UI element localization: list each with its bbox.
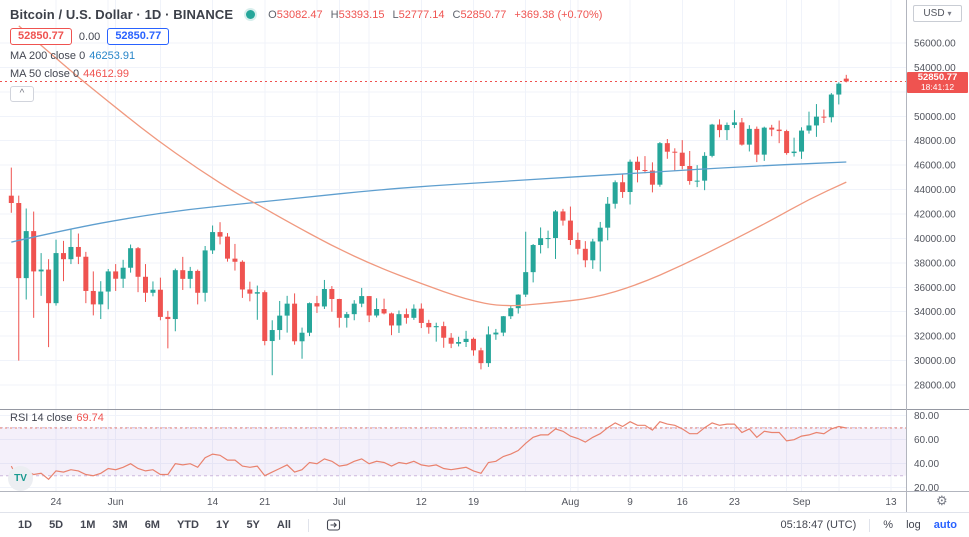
svg-text:60.00: 60.00 [914,435,939,446]
svg-text:40.00: 40.00 [914,459,939,470]
svg-text:30000.00: 30000.00 [914,356,956,367]
svg-text:14: 14 [207,497,219,508]
svg-text:46000.00: 46000.00 [914,161,956,172]
auto-scale-button[interactable]: auto [933,519,957,531]
svg-text:9: 9 [627,497,633,508]
svg-text:Sep: Sep [793,497,811,508]
current-price-label: 52850.77 18:41:12 [907,72,968,93]
log-scale-button[interactable]: log [906,519,921,531]
range-button-5d[interactable]: 5D [49,519,64,531]
axis-settings-button[interactable]: ⚙ [936,493,948,509]
svg-text:16: 16 [677,497,689,508]
svg-text:13: 13 [885,497,897,508]
svg-text:19: 19 [468,497,480,508]
high-value: 53393.15 [338,8,385,21]
ask-price-box[interactable]: 52850.77 [107,28,170,45]
current-price-value: 52850.77 [917,72,958,83]
svg-text:21: 21 [259,497,271,508]
chevron-down-icon: ▾ [947,9,952,18]
ma-200-label: MA 200 close 0 [10,50,86,62]
ohlc-values: O53082.47 H53393.15 L52777.14 C52850.77 … [268,9,602,21]
svg-text:56000.00: 56000.00 [914,39,956,50]
ma-50-line[interactable] [18,25,847,307]
spread-value: 0.00 [78,30,101,43]
svg-text:32000.00: 32000.00 [914,332,956,343]
svg-text:Jul: Jul [333,497,346,508]
svg-text:24: 24 [50,497,62,508]
rsi-line[interactable] [10,421,847,482]
ma-50-legend[interactable]: MA 50 close 0 44612.99 [10,68,602,81]
range-button-5y[interactable]: 5Y [246,519,260,531]
ma-200-line[interactable] [11,161,847,243]
range-button-all[interactable]: All [276,519,291,531]
svg-text:42000.00: 42000.00 [914,210,956,221]
svg-text:54000.00: 54000.00 [914,63,956,74]
candlestick-series[interactable] [8,74,849,376]
gear-icon: ⚙ [936,493,948,508]
legend-collapse-button[interactable]: ^ [10,86,34,102]
currency-label: USD [923,8,945,19]
high-label: H [330,8,339,21]
open-label: O [268,8,277,21]
rsi-legend[interactable]: RSI 14 close 69.74 [10,412,104,424]
svg-text:28000.00: 28000.00 [914,381,956,392]
chevron-up-icon: ^ [19,88,25,99]
ma-200-legend[interactable]: MA 200 close 0 46253.91 [10,50,602,63]
clock-label[interactable]: 05:18:47 (UTC) [780,519,857,531]
bid-price-box[interactable]: 52850.77 [10,28,72,45]
close-label: C [452,8,461,21]
change-value: +369.38 (+0.70%) [514,8,603,21]
toolbar-divider [869,518,871,532]
low-value: 52777.14 [398,8,445,21]
range-buttons: 1D 5D 1M 3M 6M YTD 1Y 5Y All [18,519,291,531]
symbol-title[interactable]: Bitcoin / U.S. Dollar · 1D · BINANCE [10,7,234,22]
chart-legend: Bitcoin / U.S. Dollar · 1D · BINANCE O53… [10,6,602,102]
svg-text:Jun: Jun [108,497,124,508]
svg-text:44000.00: 44000.00 [914,185,956,196]
svg-text:36000.00: 36000.00 [914,283,956,294]
rsi-value: 69.74 [76,412,104,424]
tradingview-watermark-logo[interactable]: TV [8,466,33,491]
range-button-1d[interactable]: 1D [18,519,33,531]
svg-text:48000.00: 48000.00 [914,136,956,147]
range-button-3m[interactable]: 3M [112,519,128,531]
svg-text:80.00: 80.00 [914,411,939,422]
tv-logo-icon: TV [14,473,27,484]
ma-200-value: 46253.91 [89,50,136,62]
date-range-icon [326,519,341,531]
chart-canvas[interactable]: 56000.00 54000.00 50000.00 48000.00 46000.00… [0,0,969,512]
open-value: 53082.47 [276,8,323,21]
rsi-label: RSI 14 close [10,412,73,424]
price-axis-labels[interactable]: 56000.00 54000.00 50000.00 48000.00 46000.00… [914,39,956,495]
bottom-toolbar: 1D 5D 1M 3M 6M YTD 1Y 5Y All 05:18:47 (UTC) % lo… [0,512,969,537]
range-button-ytd[interactable]: YTD [176,519,199,531]
ma-50-value: 44612.99 [83,68,129,80]
svg-text:20.00: 20.00 [914,483,939,494]
svg-text:12: 12 [416,497,428,508]
range-button-1y[interactable]: 1Y [215,519,230,531]
svg-text:50000.00: 50000.00 [914,112,956,123]
ma-50-label: MA 50 close 0 [10,68,80,80]
svg-text:Aug: Aug [562,497,580,508]
svg-text:38000.00: 38000.00 [914,258,956,269]
close-value: 52850.77 [460,8,507,21]
svg-text:23: 23 [729,497,741,508]
low-label: L [392,8,399,21]
percent-scale-button[interactable]: % [883,519,894,531]
bar-close-countdown: 18:41:12 [920,82,955,92]
svg-text:34000.00: 34000.00 [914,307,956,318]
range-button-1m[interactable]: 1M [80,519,96,531]
range-button-6m[interactable]: 6M [144,519,160,531]
currency-dropdown[interactable]: USD ▾ [913,5,962,22]
toolbar-divider [307,518,309,532]
rsi-band [0,427,906,477]
time-axis-labels[interactable]: 24 Jun 14 21 Jul 12 19 Aug 9 16 23 Sep 13 [50,497,897,508]
go-to-date-button[interactable] [326,518,341,532]
svg-text:40000.00: 40000.00 [914,234,956,245]
market-status-icon [246,10,256,19]
